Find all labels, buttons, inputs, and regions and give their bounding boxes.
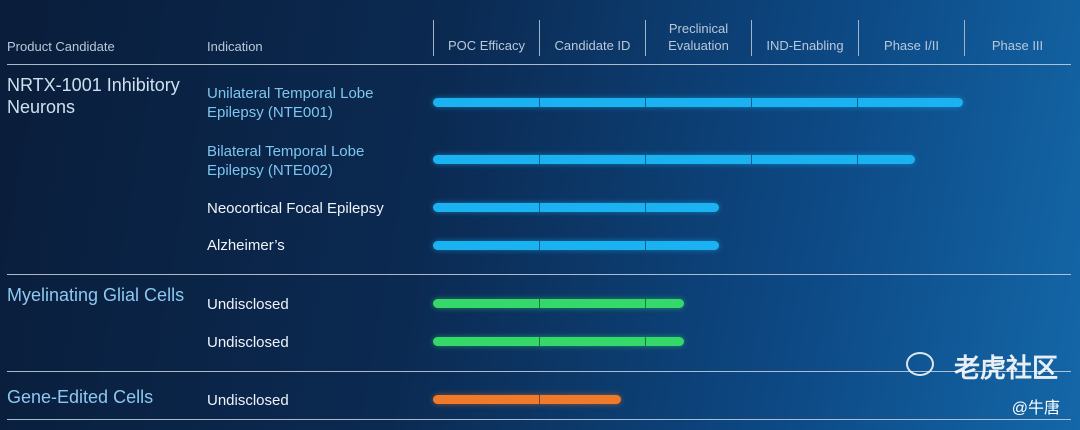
phase-header-6: Phase III: [964, 20, 1070, 56]
indication-label: Neocortical Focal Epilepsy: [207, 200, 384, 217]
bar-segment-divider: [539, 241, 540, 250]
bar-segment-divider: [539, 395, 540, 404]
bar-segment-divider: [645, 155, 646, 164]
indication-label: Bilateral Temporal Lobe Epilepsy (NTE002…: [207, 143, 365, 179]
bar-segment-divider: [539, 203, 540, 212]
phase-header-5: Phase I/II: [858, 20, 964, 56]
indication-label: Alzheimer’s: [207, 237, 285, 254]
phase-header-1: POC Efficacy: [433, 20, 539, 56]
progress-bar: [433, 395, 621, 404]
phase-header-4: IND-Enabling: [751, 20, 858, 56]
divider-bottom: [7, 419, 1071, 420]
watermark-site: 老虎社区: [953, 353, 1058, 383]
progress-bar: [433, 299, 685, 308]
group-name-2: Myelinating Glial Cells: [7, 285, 185, 305]
indication-label: Undisclosed: [207, 296, 289, 313]
bar-segment-divider: [539, 98, 540, 107]
divider-header: [7, 64, 1071, 65]
tiger-community-logo-icon: [906, 352, 934, 376]
header-indication: Indication: [207, 39, 263, 54]
header-product-candidate: Product Candidate: [7, 39, 115, 54]
bar-segment-divider: [539, 299, 540, 308]
phase-header-2: Candidate ID: [539, 20, 645, 56]
bar-segment-divider: [645, 337, 646, 346]
bar-segment-divider: [751, 98, 752, 107]
phase-header-3: Preclinical Evaluation: [645, 20, 751, 56]
group-name-1: NRTX-1001 Inhibitory Neurons: [7, 75, 180, 117]
progress-bar: [433, 337, 685, 346]
bar-segment-divider: [539, 155, 540, 164]
bar-segment-divider: [645, 203, 646, 212]
bar-segment-divider: [645, 98, 646, 107]
progress-bar: [433, 203, 720, 212]
group-name-3: Gene-Edited Cells: [7, 387, 154, 407]
bar-segment-divider: [751, 155, 752, 164]
bar-segment-divider: [645, 241, 646, 250]
progress-bar: [433, 155, 916, 164]
progress-bar: [433, 98, 963, 107]
divider-group-1: [7, 274, 1071, 275]
watermark-handle: @牛唐: [1011, 400, 1060, 417]
bar-segment-divider: [857, 98, 858, 107]
bar-segment-divider: [857, 155, 858, 164]
indication-label: Unilateral Temporal Lobe Epilepsy (NTE00…: [207, 85, 374, 121]
bar-segment-divider: [645, 299, 646, 308]
indication-label: Undisclosed: [207, 334, 289, 351]
indication-label: Undisclosed: [207, 392, 289, 409]
divider-group-2: [7, 371, 1071, 372]
bar-segment-divider: [539, 337, 540, 346]
progress-bar: [433, 241, 720, 250]
